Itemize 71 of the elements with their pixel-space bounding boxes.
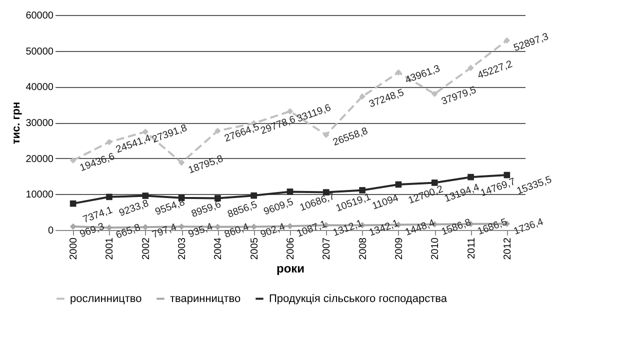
legend-label: Продукція сільського господарства <box>269 292 448 305</box>
legend-label: тваринництво <box>170 292 241 305</box>
x-tick-label: 2004 <box>213 237 224 260</box>
data-label: 1448,4 <box>404 218 437 238</box>
x-tick-label: 2003 <box>177 237 188 260</box>
point <box>468 174 474 180</box>
data-label: 860,4 <box>223 222 251 241</box>
x-tick-label: 2006 <box>286 237 296 260</box>
point <box>322 132 330 138</box>
point <box>106 138 112 146</box>
point <box>286 222 294 230</box>
y-tick-label: 20000 <box>26 154 54 165</box>
data-label: 9609,5 <box>262 196 296 218</box>
data-label: 935,4 <box>187 221 215 240</box>
data-label: 1586,8 <box>440 217 473 238</box>
data-label: 1686,5 <box>476 216 510 238</box>
point <box>214 128 221 134</box>
y-tick-label: 0 <box>48 226 54 236</box>
data-label: 969,3 <box>78 221 106 240</box>
y-tick-label: 50000 <box>26 46 54 58</box>
point <box>70 223 76 230</box>
data-label: 902,4 <box>259 221 288 240</box>
data-label: 797,4 <box>150 222 179 241</box>
x-tick-label: 2001 <box>104 237 116 260</box>
y-tick-label: 40000 <box>26 82 54 94</box>
data-label: 1736,4 <box>512 216 546 238</box>
x-tick-label: 2012 <box>502 237 514 260</box>
data-label: 11094 <box>370 192 400 212</box>
point <box>431 180 438 186</box>
point <box>250 192 258 199</box>
x-axis-title: роки <box>276 262 305 276</box>
x-tick-label: 2005 <box>249 237 260 260</box>
point <box>106 194 112 200</box>
data-label: 43961,3 <box>404 63 442 86</box>
point <box>70 200 76 207</box>
data-label: 665,8 <box>114 222 142 242</box>
x-tick-label: 2008 <box>358 237 369 260</box>
x-tick-label: 2010 <box>430 237 442 260</box>
y-tick-label: 10000 <box>26 190 54 201</box>
point <box>359 187 366 194</box>
point <box>70 157 76 164</box>
x-tick-label: 2007 <box>322 237 333 260</box>
point <box>395 69 402 76</box>
data-label: 1312,1 <box>332 218 365 239</box>
data-label: 8856,5 <box>226 199 260 220</box>
point <box>359 93 366 100</box>
y-axis-title: тис. грн <box>10 102 23 144</box>
point <box>142 192 149 199</box>
data-label: 9233,8 <box>118 198 151 220</box>
y-tick-label: 30000 <box>26 118 54 129</box>
data-label: 1342,1 <box>368 218 401 239</box>
data-label: 45227,2 <box>476 58 514 82</box>
legend-label: рослинництво <box>70 292 142 305</box>
y-tick-label: 60000 <box>26 10 54 22</box>
point <box>286 188 294 195</box>
point <box>504 37 510 44</box>
x-tick-label: 2000 <box>68 237 80 260</box>
point <box>178 223 185 230</box>
point <box>106 224 112 231</box>
point <box>178 159 185 166</box>
point <box>468 64 474 72</box>
point <box>214 224 221 230</box>
data-label: 8959,6 <box>190 199 223 220</box>
point <box>250 224 258 230</box>
point <box>431 90 438 98</box>
point <box>286 108 294 114</box>
point <box>395 181 402 188</box>
x-tick-label: 2011 <box>466 237 478 260</box>
point <box>214 195 221 202</box>
x-tick-label: 2009 <box>394 237 405 260</box>
x-tick-label: 2002 <box>140 237 152 260</box>
